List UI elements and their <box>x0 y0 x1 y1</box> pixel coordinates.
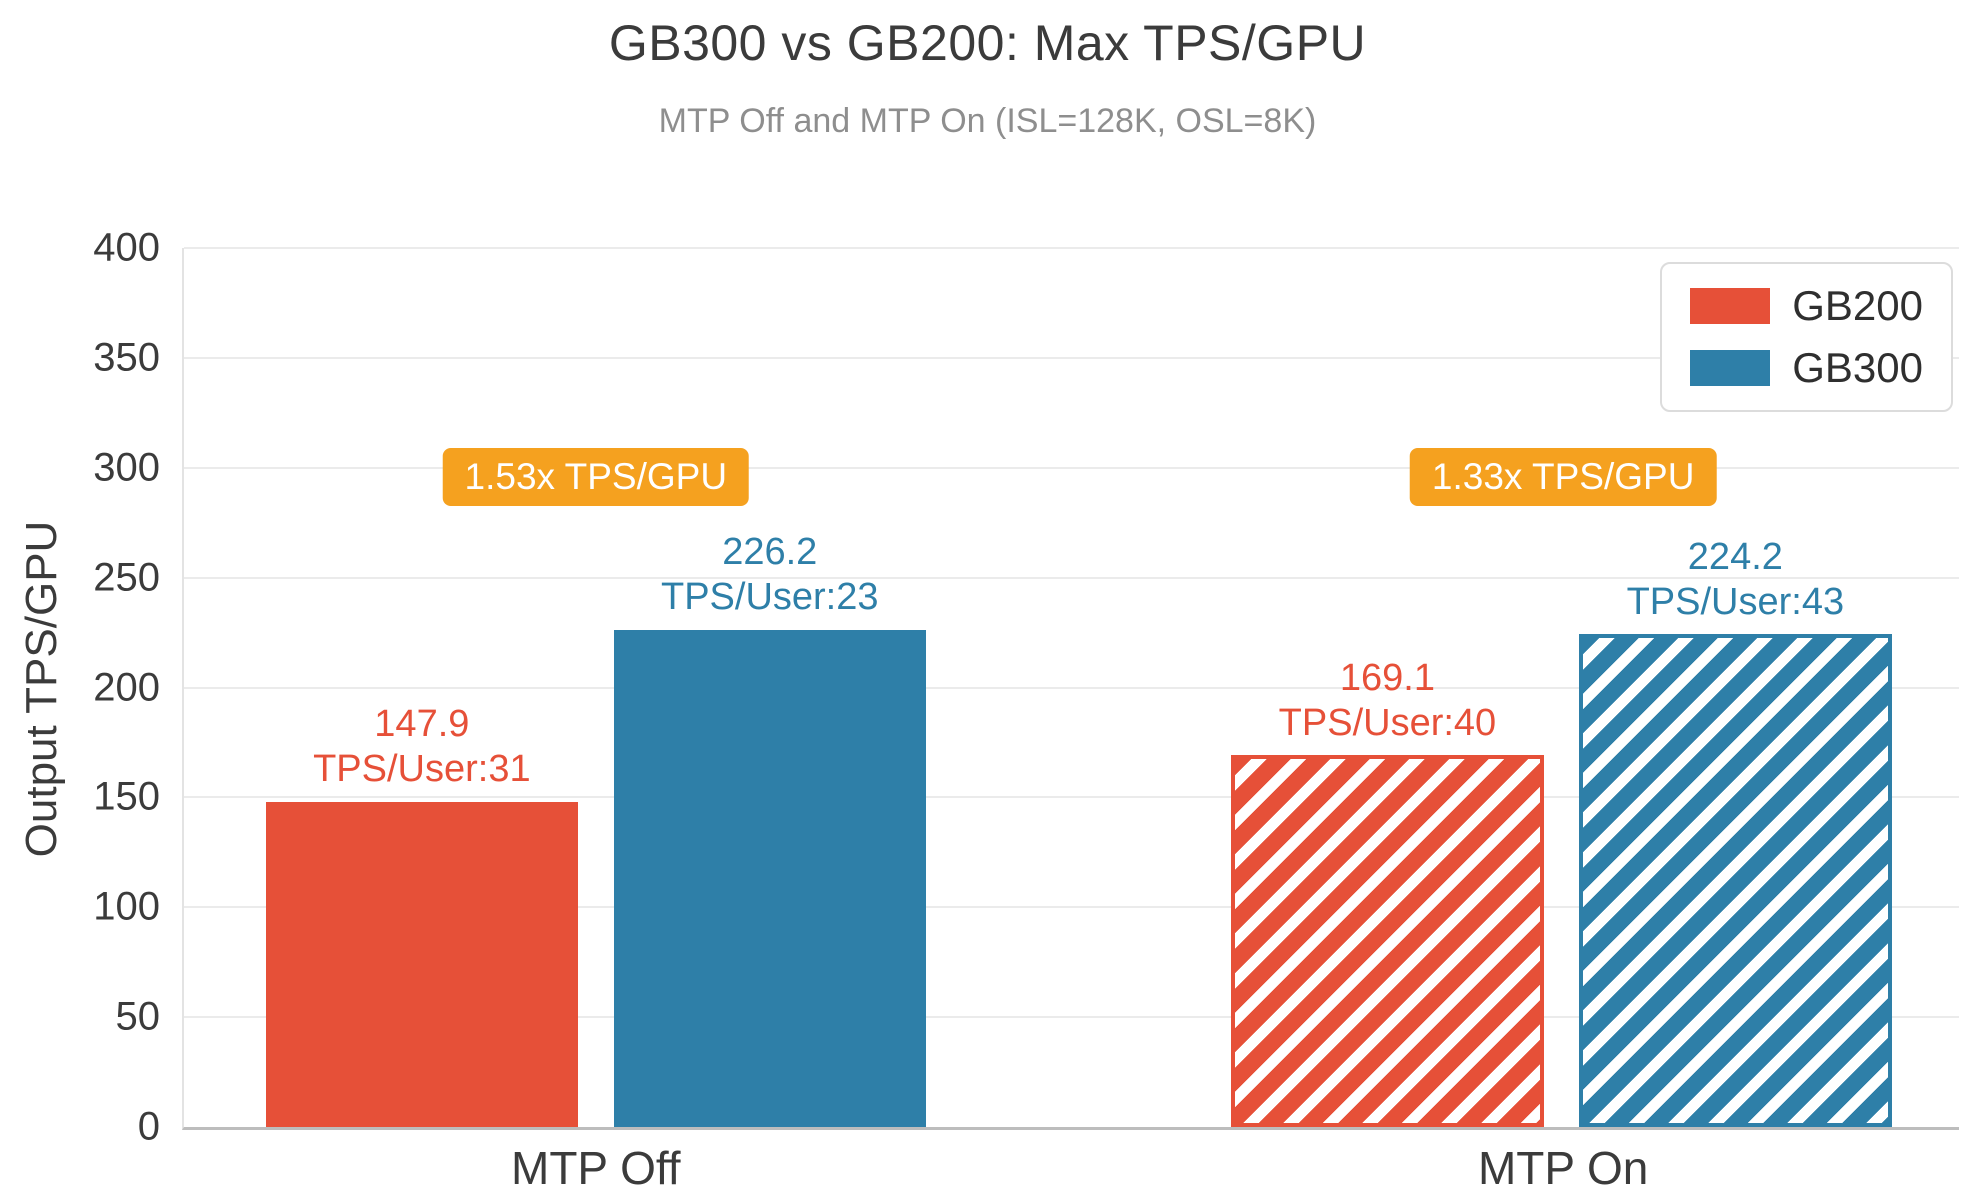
legend-item-gb200: GB200 <box>1690 282 1923 330</box>
y-tick-label-50: 50 <box>115 994 161 1039</box>
bar-gb200-mtp-off <box>265 802 579 1127</box>
gridline-150 <box>184 796 1959 799</box>
legend: GB200 GB300 <box>1660 262 1953 412</box>
bar-gb300-mtp-off <box>613 629 926 1127</box>
legend-swatch-gb300 <box>1690 350 1771 386</box>
bar-label-line: 226.2 <box>722 531 818 574</box>
chart-title: GB300 vs GB200: Max TPS/GPU <box>608 15 1367 71</box>
gridline-300 <box>184 466 1959 469</box>
bar-label-line: TPS/User:43 <box>1626 580 1845 623</box>
y-axis-label: Output TPS/GPU <box>17 520 66 858</box>
legend-label-gb200: GB200 <box>1792 282 1923 329</box>
legend-swatch-gb200 <box>1690 288 1771 324</box>
gridline-400 <box>184 247 1959 249</box>
y-tick-label-300: 300 <box>93 445 160 490</box>
y-tick-label-400: 400 <box>93 225 160 270</box>
bar-value-label-gb200-mtp-off: 147.9 TPS/User:31 <box>313 702 531 792</box>
y-tick-label-150: 150 <box>93 774 160 819</box>
bar-value-label-gb300-mtp-off: 226.2 TPS/User:23 <box>661 530 879 620</box>
y-tick-label-100: 100 <box>93 884 160 929</box>
gridline-350 <box>184 356 1959 359</box>
chart-subtitle: MTP Off and MTP On (ISL=128K, OSL=8K) <box>658 102 1317 140</box>
bar-label-line: TPS/User:23 <box>660 576 879 619</box>
bar-label-line: 224.2 <box>1687 535 1783 578</box>
speedup-badge-mtp-off: 1.53x TPS/GPU <box>442 448 750 507</box>
plot-area: 0 50 100 150 200 250 300 350 400 147.9 TPS/User:31… <box>93 226 1959 1194</box>
y-tick-label-0: 0 <box>137 1104 160 1149</box>
x-category-label-mtp-on: MTP On <box>1477 1142 1649 1194</box>
legend-item-gb300: GB300 <box>1690 344 1923 392</box>
bar-label-line: TPS/User:40 <box>1278 701 1497 744</box>
bar-label-line: 169.1 <box>1339 656 1435 699</box>
gridline-50 <box>184 1016 1959 1019</box>
y-tick-label-250: 250 <box>93 555 160 600</box>
y-tick-label-200: 200 <box>93 665 160 709</box>
gridline-100 <box>184 906 1959 909</box>
speedup-badge-mtp-on: 1.33x TPS/GPU <box>1409 448 1717 507</box>
x-category-label-mtp-off: MTP Off <box>511 1142 681 1194</box>
legend-label-gb300: GB300 <box>1792 344 1923 391</box>
bar-value-label-gb300-mtp-on: 224.2 TPS/User:43 <box>1627 535 1845 625</box>
bar-gb200-mtp-on <box>1231 755 1544 1127</box>
bar-value-label-gb200-mtp-on: 169.1 TPS/User:40 <box>1279 656 1497 746</box>
gridline-200 <box>184 686 1959 689</box>
gridline-250 <box>184 576 1959 579</box>
y-tick-label-350: 350 <box>93 335 160 380</box>
bar-label-line: TPS/User:31 <box>313 748 531 791</box>
bar-label-line: 147.9 <box>374 703 470 746</box>
bar-gb300-mtp-on <box>1579 634 1892 1127</box>
